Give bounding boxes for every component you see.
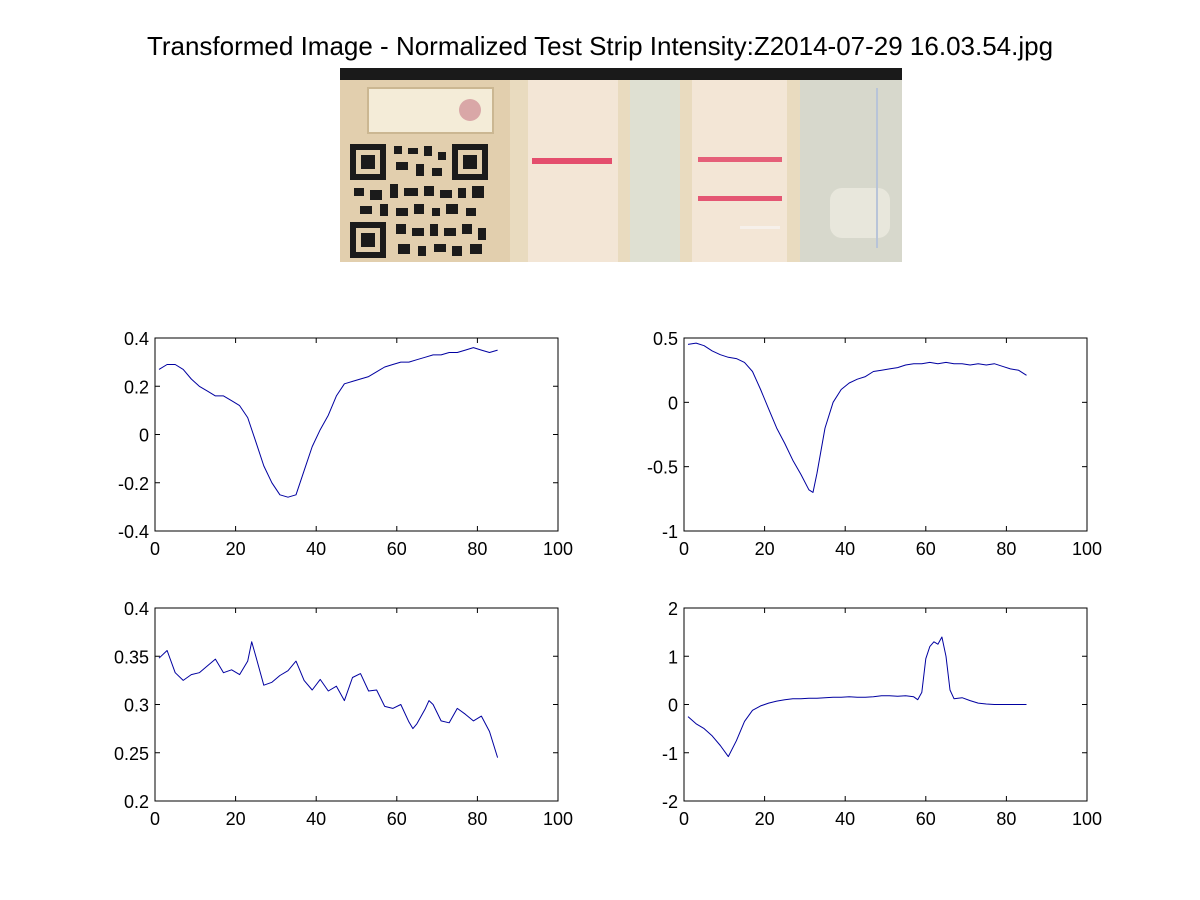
x-tick-label: 0 [679, 809, 689, 829]
y-tick-label: -0.4 [118, 522, 149, 542]
series-line [158, 641, 499, 758]
axes-frame [683, 607, 1088, 802]
x-tick-label: 20 [226, 539, 246, 559]
x-tick-label: 40 [306, 539, 326, 559]
y-tick-label: -2 [662, 792, 678, 812]
strip-2-reflection [740, 226, 780, 229]
x-tick-label: 60 [387, 809, 407, 829]
x-tick-label: 40 [306, 809, 326, 829]
photo-top-border [340, 68, 902, 80]
subplot-4: 0 20 40 60 80 100 -2 -1 0 1 2 [662, 599, 1102, 829]
y-tick-label: 0 [668, 696, 678, 716]
strip-2-control-line [698, 157, 782, 162]
figure-title: Transformed Image - Normalized Test Stri… [146, 31, 1054, 61]
x-tick-label: 0 [679, 539, 689, 559]
x-tick-label: 80 [996, 539, 1016, 559]
series-line [687, 342, 1027, 493]
strip-1-control-line [532, 158, 612, 164]
x-tick-label: 40 [835, 539, 855, 559]
subplot-3: 0 20 40 60 80 100 0.2 0.25 0.3 0.35 0.4 [114, 599, 573, 829]
axes-frame [154, 337, 559, 532]
y-tick-label: -0.2 [118, 474, 149, 494]
strip-2 [692, 80, 787, 262]
x-tick-label: 40 [835, 809, 855, 829]
axes-frame [154, 607, 559, 802]
y-tick-label: 0.35 [114, 647, 149, 667]
x-tick-label: 100 [1072, 809, 1102, 829]
y-tick-label: -1 [662, 522, 678, 542]
axes-frame [683, 337, 1088, 532]
tape-fragment [830, 188, 890, 238]
y-tick-label: 0.2 [124, 377, 149, 397]
y-tick-label: 0.5 [653, 329, 678, 349]
y-tick-label: 0 [668, 393, 678, 413]
x-tick-label: 20 [755, 539, 775, 559]
y-tick-label: 0.4 [124, 329, 149, 349]
x-tick-label: 0 [150, 539, 160, 559]
strip-gap [630, 80, 680, 262]
x-tick-label: 60 [387, 539, 407, 559]
x-tick-label: 20 [226, 809, 246, 829]
y-tick-label: 0.4 [124, 599, 149, 619]
y-tick-label: 0.3 [124, 696, 149, 716]
x-tick-label: 80 [467, 809, 487, 829]
x-tick-label: 80 [467, 539, 487, 559]
series-line [687, 636, 1027, 758]
y-tick-label: 2 [668, 599, 678, 619]
subplot-2: 0 20 40 60 80 100 -1 -0.5 0 0.5 [647, 329, 1102, 559]
x-tick-label: 80 [996, 809, 1016, 829]
y-tick-label: 0.2 [124, 792, 149, 812]
y-tick-label: 0.25 [114, 744, 149, 764]
qr-code [350, 144, 488, 258]
x-tick-label: 60 [916, 539, 936, 559]
strip-2-test-line [698, 196, 782, 201]
x-tick-label: 20 [755, 809, 775, 829]
sample-dot [459, 99, 481, 121]
ruler-line [876, 88, 878, 248]
test-strip-photo [340, 68, 902, 262]
y-tick-label: -1 [662, 744, 678, 764]
x-tick-label: 100 [543, 539, 573, 559]
y-tick-label: -0.5 [647, 458, 678, 478]
y-tick-label: 1 [668, 647, 678, 667]
y-tick-label: 0 [139, 426, 149, 446]
subplot-1: 0 20 40 60 80 100 -0.4 -0.2 0 0.2 0.4 [118, 329, 573, 559]
strip-1 [528, 80, 618, 262]
x-tick-label: 100 [1072, 539, 1102, 559]
x-tick-label: 100 [543, 809, 573, 829]
series-line [158, 347, 498, 498]
x-tick-label: 60 [916, 809, 936, 829]
x-tick-label: 0 [150, 809, 160, 829]
